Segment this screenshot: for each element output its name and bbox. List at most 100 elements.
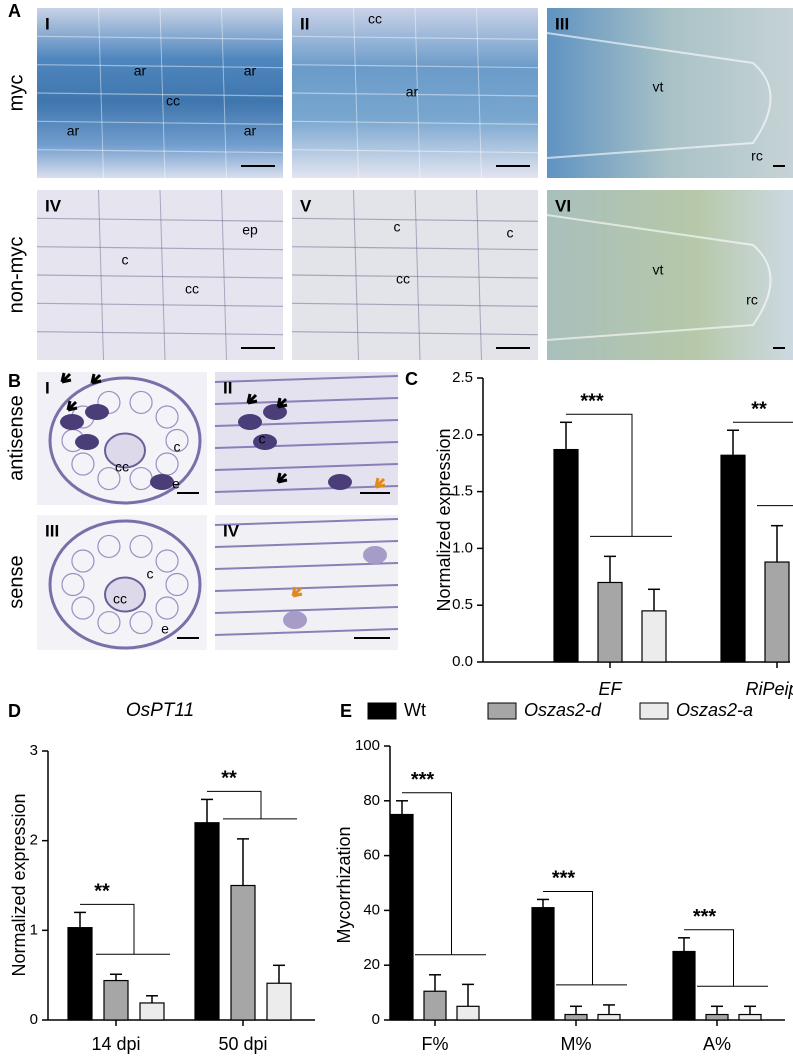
- y-tick-label: 20: [363, 956, 380, 973]
- fungal-structure: [283, 611, 307, 629]
- cell-wall: [36, 92, 284, 97]
- structure-label: cc: [396, 271, 410, 287]
- bar: [553, 448, 579, 663]
- significance-bracket: [733, 421, 793, 507]
- cell: [61, 572, 85, 597]
- panel-letter: B: [8, 371, 21, 391]
- cell-wall: [36, 274, 284, 279]
- structure-label: c: [174, 439, 181, 455]
- panel-letter: D: [8, 701, 21, 721]
- y-tick-label: 80: [363, 792, 380, 809]
- panel-letter: E: [340, 701, 352, 721]
- y-tick-label: 1: [30, 921, 38, 938]
- arrow: [60, 372, 72, 384]
- x-tick-label: EF: [598, 679, 622, 699]
- cell-wall: [291, 274, 539, 279]
- cell-wall: [98, 7, 104, 179]
- row-label: antisense: [5, 395, 27, 481]
- cell-wall: [36, 302, 284, 307]
- cell-wall: [214, 485, 399, 493]
- y-axis-label: Mycorrhization: [334, 826, 354, 943]
- structure-label: ar: [406, 84, 419, 100]
- cell-wall: [214, 375, 399, 383]
- cell-wall: [214, 562, 399, 570]
- root-tip: [546, 32, 772, 159]
- cell-wall: [291, 217, 539, 222]
- structure-label: cc: [113, 591, 127, 607]
- structure-label: c: [259, 431, 266, 447]
- cell-wall: [291, 35, 539, 40]
- y-axis-label: Normalized expression: [434, 428, 454, 611]
- legend-swatch: [487, 702, 517, 720]
- bar: [597, 581, 623, 663]
- bar: [531, 907, 555, 1021]
- x-tick-label: RiPeip1: [745, 679, 793, 699]
- image-numeral: IV: [223, 521, 240, 540]
- bar: [423, 990, 447, 1021]
- bar: [390, 813, 414, 1021]
- significance-bracket: [402, 792, 486, 956]
- structure-label: c: [394, 219, 401, 235]
- cell-wall: [214, 606, 399, 614]
- y-tick-label: 2.5: [452, 369, 473, 386]
- structure-label: vt: [653, 262, 664, 278]
- cell-wall: [291, 120, 539, 125]
- image-numeral: III: [555, 14, 569, 33]
- bar: [194, 822, 220, 1021]
- cell-wall: [476, 189, 482, 361]
- significance-label: ***: [552, 868, 576, 890]
- structure-label: c: [147, 566, 154, 582]
- structure-label: rc: [751, 148, 763, 164]
- bar: [230, 884, 256, 1021]
- cell-wall: [291, 149, 539, 154]
- fungal-structure: [263, 404, 287, 420]
- y-tick-label: 2.0: [452, 426, 473, 443]
- y-axis-label: Normalized expression: [9, 793, 29, 976]
- cell: [71, 596, 95, 620]
- cell: [129, 390, 153, 415]
- structure-label: c: [507, 225, 514, 241]
- structure-label: c: [122, 252, 129, 268]
- bar: [720, 454, 746, 663]
- structure-label: ar: [134, 63, 147, 79]
- significance-label: **: [94, 881, 110, 903]
- significance-label: **: [751, 399, 767, 421]
- cell-wall: [36, 331, 284, 336]
- y-tick-label: 2: [30, 832, 38, 849]
- cell: [97, 390, 121, 415]
- micrograph: [37, 8, 283, 178]
- image-numeral: I: [45, 14, 50, 33]
- image-numeral: V: [300, 196, 312, 215]
- bar: [456, 1005, 480, 1021]
- fungal-structure: [85, 404, 109, 420]
- chart-title: OsPT11: [126, 700, 194, 721]
- arrow: [66, 400, 78, 412]
- bar: [564, 1013, 588, 1021]
- cell-wall: [98, 189, 104, 361]
- x-tick-label: A%: [703, 1034, 731, 1054]
- cell: [97, 466, 121, 491]
- cell: [129, 534, 153, 559]
- panel-letter: C: [405, 369, 418, 389]
- fungal-structure: [328, 474, 352, 490]
- cell: [129, 610, 153, 635]
- significance-label: ***: [693, 906, 717, 928]
- root-tip: [546, 214, 772, 341]
- cell-wall: [214, 397, 399, 405]
- cell-wall: [221, 7, 227, 179]
- cell-wall: [414, 189, 421, 361]
- bar: [764, 561, 790, 663]
- significance-label: ***: [580, 391, 604, 413]
- fungal-structure: [238, 414, 262, 430]
- cell-wall: [214, 518, 399, 526]
- row-label: non-myc: [5, 237, 27, 314]
- cell-wall: [36, 246, 284, 251]
- cell: [165, 428, 189, 453]
- y-tick-label: 0.5: [452, 596, 473, 613]
- cell-wall: [214, 628, 399, 636]
- legend-label: Oszas2-a: [676, 700, 753, 720]
- structure-label: cc: [185, 281, 199, 297]
- significance-bracket: [543, 890, 627, 986]
- image-numeral: II: [300, 14, 309, 33]
